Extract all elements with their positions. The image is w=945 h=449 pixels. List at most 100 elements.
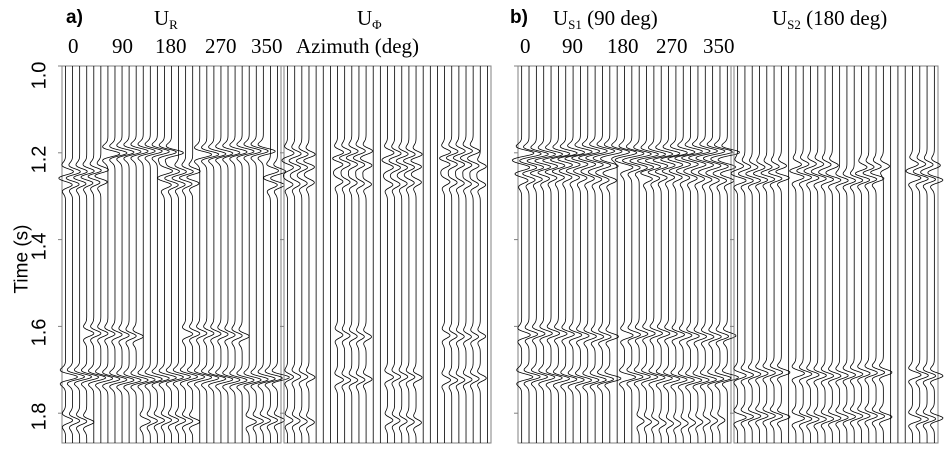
panel-b-label: b) — [510, 7, 528, 28]
panel-b-us2-trace — [789, 66, 805, 443]
panel-a-ur-trace — [208, 66, 227, 443]
panel-a-ur-trace — [222, 66, 241, 443]
panel-a-ur-trace — [94, 66, 114, 443]
panel-a-ur-trace — [250, 66, 269, 443]
panel-b-us1-trace — [611, 66, 631, 443]
panel-b-us2-trace — [855, 66, 871, 443]
panel-b-us1-trace — [519, 66, 542, 443]
panel-b-us1-trace — [644, 66, 666, 443]
panel-a-uphi-trace — [338, 66, 352, 443]
panel-b-us1-trace — [695, 66, 719, 443]
panel-a-uphi-trace — [445, 66, 459, 443]
panel-a-uphi-trace — [402, 66, 416, 443]
panel-b-us2-trace — [745, 66, 762, 443]
panel-b-us1-trace — [702, 66, 726, 443]
panel-b-us2-trace — [818, 66, 835, 443]
panel-a-ur-trace — [229, 66, 248, 443]
panel-b-us1-trace — [710, 66, 733, 443]
panel-b-us2-trace — [803, 66, 820, 443]
panel-a-tick-0: 0 — [68, 34, 79, 58]
panel-b-us2-trace — [810, 66, 827, 443]
panel-a-ur-trace — [65, 66, 86, 443]
panel-b-us2-trace — [835, 66, 849, 443]
y-tick-1-2: 1.2 — [28, 145, 51, 174]
panel-b-us2-trace — [920, 66, 937, 443]
panel-b-us2-trace — [870, 66, 886, 443]
panel-b-tick-350: 350 — [703, 34, 735, 58]
panel-a-ur-trace — [186, 66, 206, 443]
panel-b-us2-trace — [905, 66, 922, 443]
panel-a-uphi-trace — [452, 66, 466, 443]
panel-b-us1-trace — [592, 66, 616, 443]
panel-b-us2-trace — [768, 66, 784, 443]
panel-a-uphi-trace — [395, 66, 409, 443]
panel-a-uphi-trace — [332, 66, 345, 443]
panel-a-ur-trace — [58, 66, 79, 443]
panel-a-ur-trace — [151, 66, 170, 443]
panel-a-uphi-trace — [388, 66, 402, 443]
panel-a-ur-trace — [109, 66, 128, 443]
panel-a-tick-90: 90 — [112, 34, 133, 58]
panel-a-ur-trace — [194, 66, 213, 443]
panel-b-us1-trace — [674, 66, 696, 443]
panel-a-ur-trace — [80, 66, 100, 443]
panel-b-us2-trace — [730, 66, 747, 443]
panel-a-ur-trace — [262, 66, 284, 443]
y-tick-1-0: 1.0 — [28, 61, 51, 90]
panel-b-us1-trace — [688, 66, 711, 443]
panel-a-ur-trace — [178, 66, 199, 443]
panel-a-uphi-trace — [476, 66, 487, 443]
panel-b-us2-trace — [862, 66, 878, 443]
panel-a-ur-trace — [137, 66, 156, 443]
panel-b-tick-180: 180 — [607, 34, 639, 58]
panel-b-us2-trace — [842, 66, 857, 443]
panel-a-uphi-trace — [303, 66, 316, 443]
panel-b-tick-90: 90 — [562, 34, 583, 58]
panel-b-us1-trace — [564, 66, 585, 443]
panel-a-ur-trace — [144, 66, 163, 443]
panel-b-us2-trace — [825, 66, 842, 443]
panel-a-uphi-title: UΦ — [357, 6, 382, 32]
panel-b-us1-trace — [629, 66, 652, 443]
panel-a-ur-trace — [87, 66, 107, 443]
panel-a-uphi-trace — [360, 66, 374, 443]
panel-a-ur-trace — [236, 66, 255, 443]
panel-b-us2-frame — [733, 65, 939, 444]
y-tick-1-8: 1.8 — [28, 402, 51, 431]
panel-a-ur-trace — [257, 66, 276, 443]
panel-b-us1-trace — [667, 66, 688, 443]
y-tick-1-4: 1.4 — [28, 232, 51, 261]
panel-b-us1-trace — [614, 66, 638, 443]
panel-a-tick-270: 270 — [205, 34, 237, 58]
panel-a-ur-trace — [73, 66, 93, 443]
panel-a-ur-trace — [123, 66, 142, 443]
panel-b-us1-trace — [577, 66, 601, 443]
panel-a-tick-180: 180 — [155, 34, 187, 58]
panel-a-uphi-trace — [467, 66, 481, 443]
panel-a-ur-trace — [270, 66, 290, 443]
panel-a-ur-trace — [102, 66, 121, 443]
panel-a-ur-trace — [116, 66, 135, 443]
panel-b-us1-trace — [680, 66, 703, 443]
panel-b-us1-trace — [652, 66, 674, 443]
panel-b-us1-trace — [526, 66, 549, 443]
panel-a-label: a) — [66, 7, 83, 28]
y-tick-1-6: 1.6 — [28, 318, 51, 347]
panel-b-us1-trace — [585, 66, 608, 443]
panel-b-us2-trace — [879, 66, 893, 443]
panel-b-us2-trace — [927, 66, 944, 443]
panel-a-ur-trace — [243, 66, 262, 443]
panel-a-uphi-trace — [439, 66, 452, 443]
panel-a-ur-trace — [164, 66, 185, 443]
panel-b-us1-trace — [557, 66, 578, 443]
panel-a-ur-title: UR — [154, 6, 178, 32]
panel-b-us1-trace — [660, 66, 681, 443]
panel-b-us2-trace — [849, 66, 864, 443]
panel-b-us1-trace — [636, 66, 659, 443]
panel-b-us2-trace — [912, 66, 929, 443]
panel-b-us2-trace — [760, 66, 776, 443]
panel-a-uphi-trace — [459, 66, 474, 443]
panel-b-us1-trace — [622, 66, 645, 443]
panel-a-ur-trace — [171, 66, 192, 443]
